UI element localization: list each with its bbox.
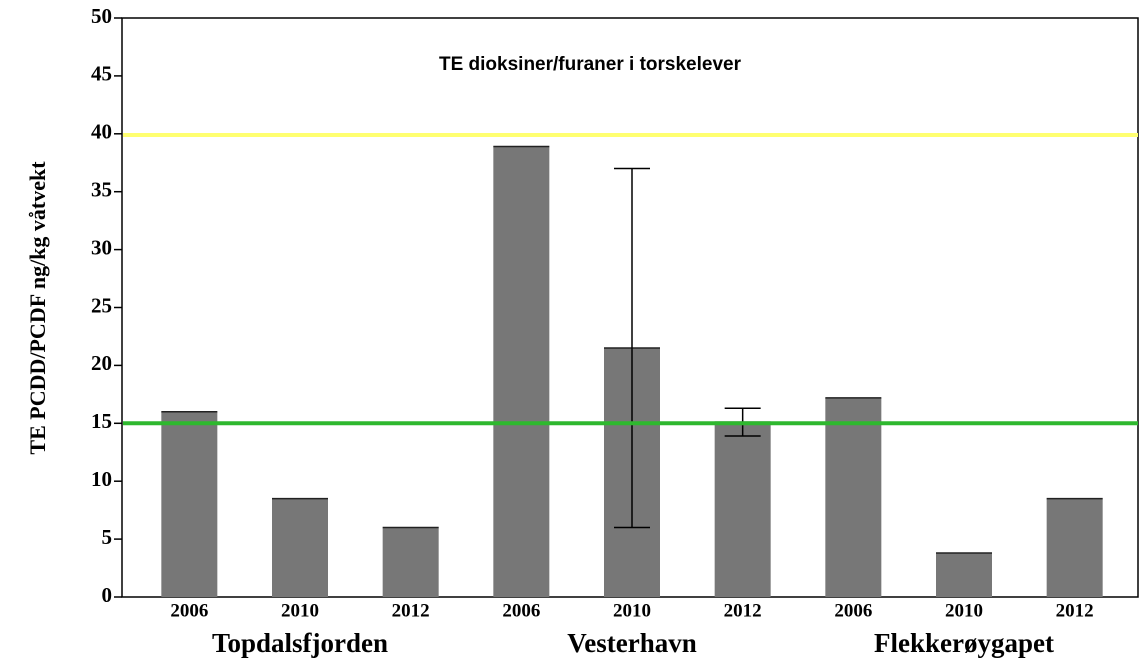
y-tick-label: 40 xyxy=(91,120,112,144)
y-tick-label: 20 xyxy=(91,351,112,375)
x-tick-label: 2012 xyxy=(724,600,762,621)
y-tick-label: 50 xyxy=(91,4,112,28)
bar xyxy=(161,411,218,597)
y-tick-label: 30 xyxy=(91,235,112,259)
bar xyxy=(382,527,439,597)
group-label: Flekkerøygapet xyxy=(874,628,1054,658)
x-tick-label: 2012 xyxy=(1056,600,1094,621)
x-tick-label: 2010 xyxy=(281,600,319,621)
y-axis-label: TE PCDD/PCDF ng/kg våtvekt xyxy=(25,161,50,455)
y-tick-label: 45 xyxy=(91,62,112,86)
error-bar xyxy=(614,167,650,529)
group-label: Topdalsfjorden xyxy=(212,628,388,658)
x-tick-label: 2006 xyxy=(834,600,872,621)
x-tick-label: 2006 xyxy=(170,600,208,621)
group-label: Vesterhavn xyxy=(567,628,697,658)
bar xyxy=(493,146,550,597)
x-tick-label: 2012 xyxy=(392,600,430,621)
bar xyxy=(936,552,992,597)
x-tick-label: 2006 xyxy=(502,600,540,621)
x-tick-label: 2010 xyxy=(613,600,651,621)
y-tick-label: 35 xyxy=(91,178,112,202)
bar xyxy=(272,498,328,597)
bar xyxy=(1046,498,1103,597)
y-tick-label: 10 xyxy=(91,467,112,491)
y-tick-label: 0 xyxy=(102,583,113,607)
bar xyxy=(714,422,771,597)
chart-title: TE dioksiner/furaner i torskelever xyxy=(439,54,742,75)
bar xyxy=(825,397,882,597)
x-tick-label: 2010 xyxy=(945,600,983,621)
y-tick-label: 25 xyxy=(91,293,112,317)
y-tick-label: 5 xyxy=(102,525,113,549)
y-tick-label: 15 xyxy=(91,409,112,433)
